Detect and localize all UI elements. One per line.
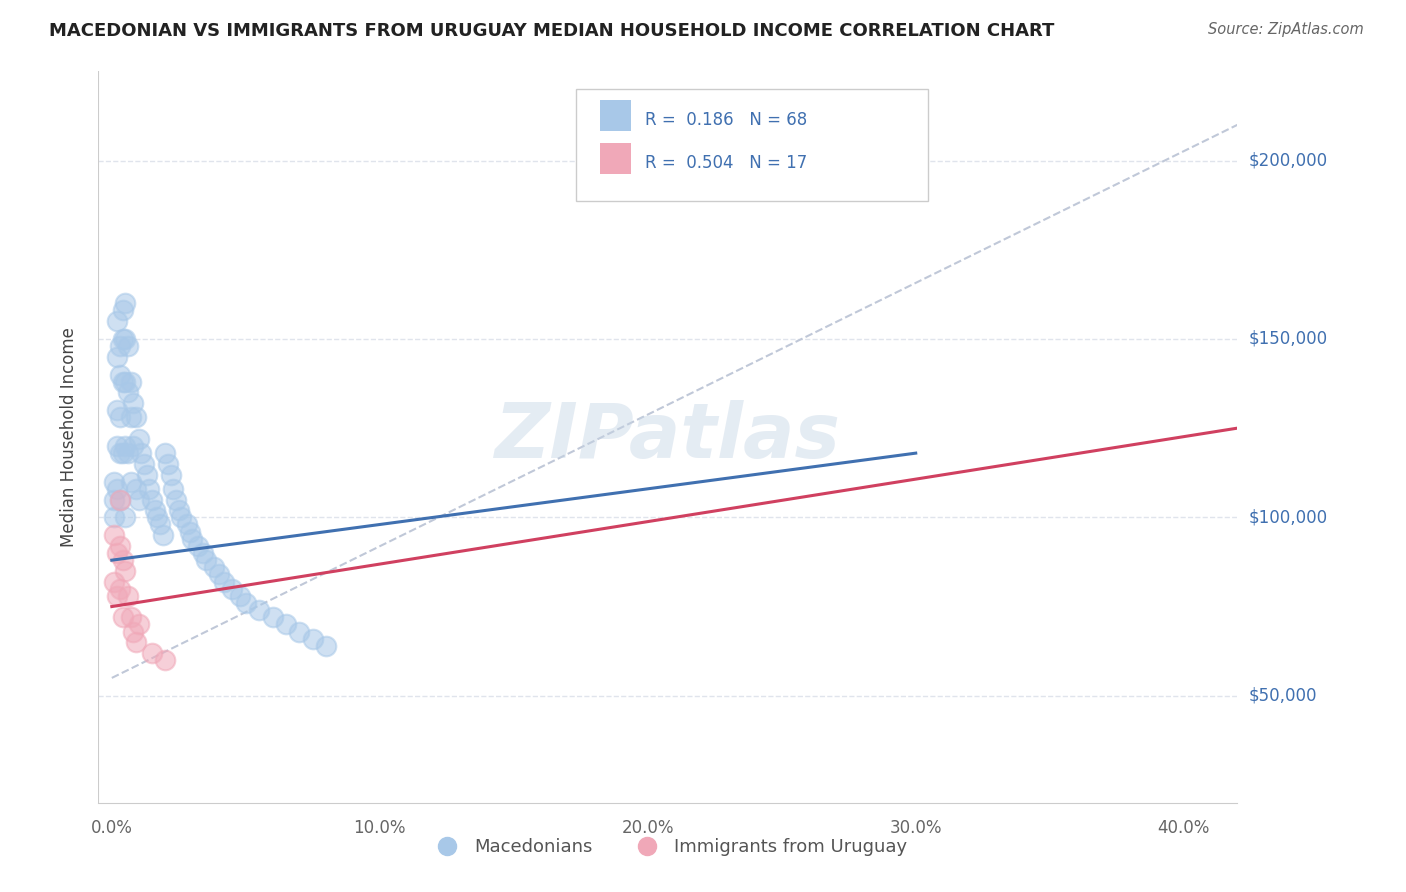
- Point: [117, 339, 139, 353]
- Point: [120, 610, 142, 624]
- Point: [105, 546, 128, 560]
- Point: [120, 475, 142, 489]
- Point: [143, 503, 166, 517]
- Point: [114, 375, 136, 389]
- Point: [108, 539, 131, 553]
- Point: [157, 457, 180, 471]
- Point: [176, 517, 198, 532]
- Point: [129, 446, 152, 460]
- Point: [114, 296, 136, 310]
- Point: [125, 482, 148, 496]
- Point: [108, 492, 131, 507]
- Point: [170, 510, 193, 524]
- Point: [114, 510, 136, 524]
- Point: [125, 635, 148, 649]
- Text: MACEDONIAN VS IMMIGRANTS FROM URUGUAY MEDIAN HOUSEHOLD INCOME CORRELATION CHART: MACEDONIAN VS IMMIGRANTS FROM URUGUAY ME…: [49, 22, 1054, 40]
- Point: [221, 582, 243, 596]
- Point: [181, 532, 204, 546]
- Text: $100,000: $100,000: [1249, 508, 1327, 526]
- Point: [111, 332, 134, 346]
- Point: [135, 467, 157, 482]
- Point: [162, 482, 184, 496]
- Point: [114, 439, 136, 453]
- Point: [247, 603, 270, 617]
- Point: [114, 332, 136, 346]
- Point: [103, 528, 125, 542]
- Point: [117, 446, 139, 460]
- Point: [187, 539, 209, 553]
- Text: R =  0.504   N = 17: R = 0.504 N = 17: [645, 154, 807, 172]
- Point: [111, 375, 134, 389]
- Point: [108, 446, 131, 460]
- Point: [111, 553, 134, 567]
- Point: [105, 439, 128, 453]
- Text: $150,000: $150,000: [1249, 330, 1327, 348]
- Point: [128, 492, 150, 507]
- Point: [214, 574, 236, 589]
- Point: [105, 350, 128, 364]
- Legend: Macedonians, Immigrants from Uruguay: Macedonians, Immigrants from Uruguay: [422, 830, 914, 863]
- Point: [105, 482, 128, 496]
- Text: $200,000: $200,000: [1249, 152, 1327, 169]
- Point: [111, 303, 134, 318]
- Point: [141, 492, 163, 507]
- Text: Source: ZipAtlas.com: Source: ZipAtlas.com: [1208, 22, 1364, 37]
- Point: [262, 610, 284, 624]
- Point: [152, 528, 174, 542]
- Point: [194, 553, 217, 567]
- Point: [108, 410, 131, 425]
- Point: [202, 560, 225, 574]
- Point: [235, 596, 257, 610]
- Point: [191, 546, 214, 560]
- Point: [111, 446, 134, 460]
- Text: ZIPatlas: ZIPatlas: [495, 401, 841, 474]
- Point: [315, 639, 337, 653]
- Point: [103, 492, 125, 507]
- Point: [274, 617, 297, 632]
- Point: [167, 503, 190, 517]
- Point: [128, 617, 150, 632]
- Point: [132, 457, 155, 471]
- Point: [165, 492, 187, 507]
- Point: [114, 564, 136, 578]
- Point: [146, 510, 169, 524]
- Point: [120, 410, 142, 425]
- Point: [155, 446, 177, 460]
- Point: [122, 439, 145, 453]
- Point: [108, 582, 131, 596]
- Point: [288, 624, 311, 639]
- Point: [103, 574, 125, 589]
- Point: [108, 339, 131, 353]
- Point: [159, 467, 181, 482]
- Point: [125, 410, 148, 425]
- Point: [141, 646, 163, 660]
- Text: R =  0.186   N = 68: R = 0.186 N = 68: [645, 112, 807, 129]
- Point: [128, 432, 150, 446]
- Point: [108, 492, 131, 507]
- Point: [117, 385, 139, 400]
- Point: [138, 482, 160, 496]
- Point: [105, 589, 128, 603]
- Point: [111, 610, 134, 624]
- Point: [120, 375, 142, 389]
- Point: [122, 624, 145, 639]
- Point: [155, 653, 177, 667]
- Point: [105, 314, 128, 328]
- Point: [208, 567, 231, 582]
- Point: [103, 510, 125, 524]
- Y-axis label: Median Household Income: Median Household Income: [59, 327, 77, 547]
- Point: [149, 517, 172, 532]
- Point: [108, 368, 131, 382]
- Point: [117, 589, 139, 603]
- Point: [301, 632, 323, 646]
- Point: [179, 524, 201, 539]
- Point: [105, 403, 128, 417]
- Text: $50,000: $50,000: [1249, 687, 1317, 705]
- Point: [103, 475, 125, 489]
- Point: [122, 396, 145, 410]
- Point: [229, 589, 252, 603]
